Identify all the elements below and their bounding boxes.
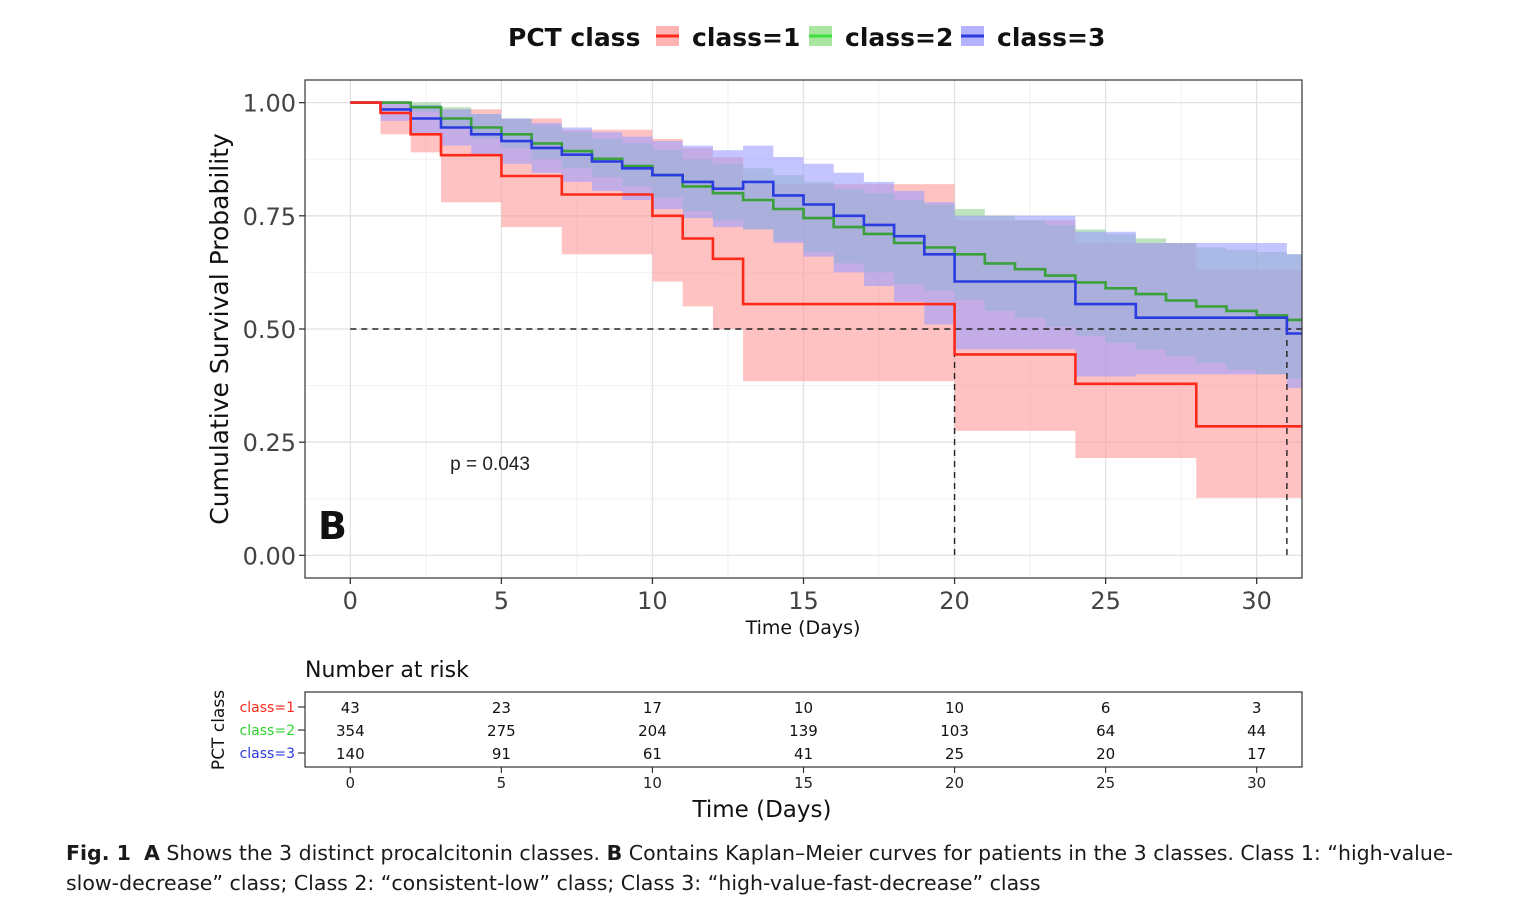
risk-count-cell: 41 [794, 745, 813, 763]
risk-count-cell: 103 [940, 722, 969, 740]
x-tick-label: 15 [788, 587, 819, 615]
survival-curves [350, 101, 1302, 428]
risk-count-cell: 61 [643, 745, 662, 763]
x-tick-label: 20 [939, 587, 970, 615]
risk-count-cell: 17 [1247, 745, 1266, 763]
y-tick-label: 0.25 [243, 429, 296, 457]
risk-count-cell: 64 [1096, 722, 1115, 740]
x-tick-label: 0 [343, 587, 358, 615]
x-axis-title: Time (Days) [745, 617, 861, 639]
risk-count-cell: 43 [341, 699, 360, 717]
risk-count-cell: 44 [1247, 722, 1266, 740]
risk-table-panel [304, 691, 1303, 768]
risk-count-cell: 354 [336, 722, 365, 740]
risk-x-axis: 0 5 10 15 20 25 30 [346, 767, 1266, 792]
y-tick-label: 0.50 [243, 316, 296, 344]
y-axis-title: Cumulative Survival Probability [205, 133, 234, 525]
caption-b-text: Contains Kaplan–Meier curves for patient… [66, 841, 1453, 895]
ci-band-class-3 [350, 102, 1302, 388]
x-tick-label: 5 [494, 587, 509, 615]
risk-x-tick-label: 5 [497, 774, 507, 792]
risk-count-cell: 10 [794, 699, 813, 717]
risk-row-label: class=2 [240, 723, 295, 739]
legend: PCT class class=1 class=2 class=3 [508, 23, 1105, 52]
risk-row-label: class=3 [240, 746, 295, 762]
risk-table-y-title: PCT class [209, 690, 229, 770]
risk-x-tick-label: 30 [1247, 774, 1266, 792]
risk-x-tick-label: 15 [794, 774, 813, 792]
caption-a-label: A [143, 841, 160, 865]
risk-count-cell: 10 [945, 699, 964, 717]
km-curve-class-1 [350, 101, 1302, 428]
legend-title: PCT class [508, 23, 640, 52]
risk-x-tick-label: 10 [643, 774, 662, 792]
y-tick-label: 1.00 [243, 90, 296, 118]
confidence-bands [350, 102, 1302, 498]
risk-count-cell: 23 [492, 699, 511, 717]
risk-count-cell: 20 [1096, 745, 1115, 763]
risk-count-cell: 204 [638, 722, 667, 740]
axes: 0.00 0.25 0.50 0.75 1.00 0 5 10 15 20 25 30 [243, 90, 1272, 615]
risk-count-cell: 139 [789, 722, 818, 740]
risk-count-cell: 25 [945, 745, 964, 763]
caption-a-text: Shows the 3 distinct procalcitonin class… [166, 841, 601, 865]
x-tick-label: 10 [637, 587, 668, 615]
risk-rows: class=1 43 23 17 10 10 6 3 class=2 354 275 204 139 10… [240, 699, 1267, 763]
risk-count-cell: 17 [643, 699, 662, 717]
risk-table: Number at risk PCT class class=1 43 23 17 10… [209, 658, 1303, 823]
panel-label: B [318, 504, 347, 548]
risk-x-axis-title: Time (Days) [692, 797, 832, 823]
median-survival-lines [350, 328, 1302, 556]
risk-count-cell: 3 [1252, 699, 1262, 717]
legend-label: class=1 [692, 23, 800, 52]
p-value-annotation: p = 0.043 [450, 454, 530, 475]
legend-label: class=2 [845, 23, 953, 52]
risk-count-cell: 140 [336, 745, 365, 763]
ci-band-class-1 [350, 102, 1302, 498]
risk-count-cell: 6 [1101, 699, 1111, 717]
legend-label: class=3 [997, 23, 1105, 52]
risk-table-title: Number at risk [305, 658, 469, 683]
risk-row-label: class=1 [240, 700, 295, 716]
risk-x-tick-label: 25 [1096, 774, 1115, 792]
caption-fig-label: Fig. 1 [66, 841, 131, 865]
survival-plot: 0.00 0.25 0.50 0.75 1.00 0 5 10 15 20 25 30 p = 0.0… [205, 79, 1303, 639]
caption-b-label: B [606, 841, 623, 865]
y-tick-label: 0.00 [243, 542, 296, 570]
x-tick-label: 30 [1241, 587, 1272, 615]
risk-x-tick-label: 20 [945, 774, 964, 792]
y-tick-label: 0.75 [243, 203, 296, 231]
risk-count-cell: 275 [487, 722, 516, 740]
x-tick-label: 25 [1090, 587, 1121, 615]
figure-caption: Fig. 1 A Shows the 3 distinct procalcito… [66, 838, 1486, 898]
risk-x-tick-label: 0 [346, 774, 356, 792]
risk-count-cell: 91 [492, 745, 511, 763]
km-curve-class-2 [350, 101, 1302, 322]
km-curve-class-3 [350, 101, 1302, 335]
